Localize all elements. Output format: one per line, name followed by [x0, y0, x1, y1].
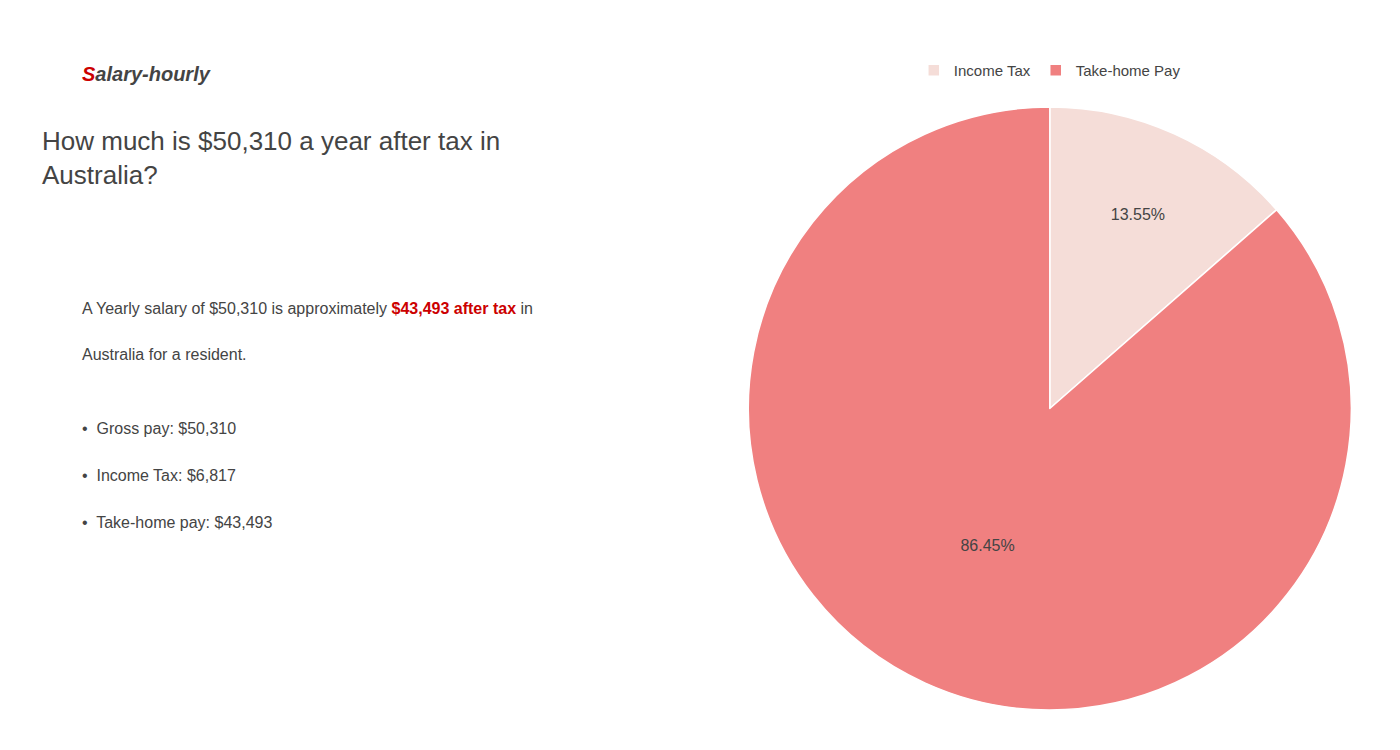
- svg-text:Income Tax: Income Tax: [954, 62, 1031, 79]
- svg-text:How much is $50,310 a year aft: How much is $50,310 a year after tax inA…: [42, 126, 500, 190]
- svg-text:86.45%: 86.45%: [960, 537, 1014, 554]
- svg-text:Salary-hourly: Salary-hourly: [82, 63, 211, 85]
- svg-text:13.55%: 13.55%: [1111, 206, 1165, 223]
- svg-text:• Take-home pay: $43,493: • Take-home pay: $43,493: [82, 514, 272, 531]
- svg-text:• Income Tax: $6,817: • Income Tax: $6,817: [82, 467, 236, 484]
- svg-text:• Gross pay: $50,310: • Gross pay: $50,310: [82, 420, 236, 437]
- svg-text:A Yearly salary of $50,310 is: A Yearly salary of $50,310 is approximat…: [82, 300, 533, 317]
- svg-text:Australia for a resident.: Australia for a resident.: [82, 346, 247, 363]
- svg-text:Take-home Pay: Take-home Pay: [1076, 62, 1181, 79]
